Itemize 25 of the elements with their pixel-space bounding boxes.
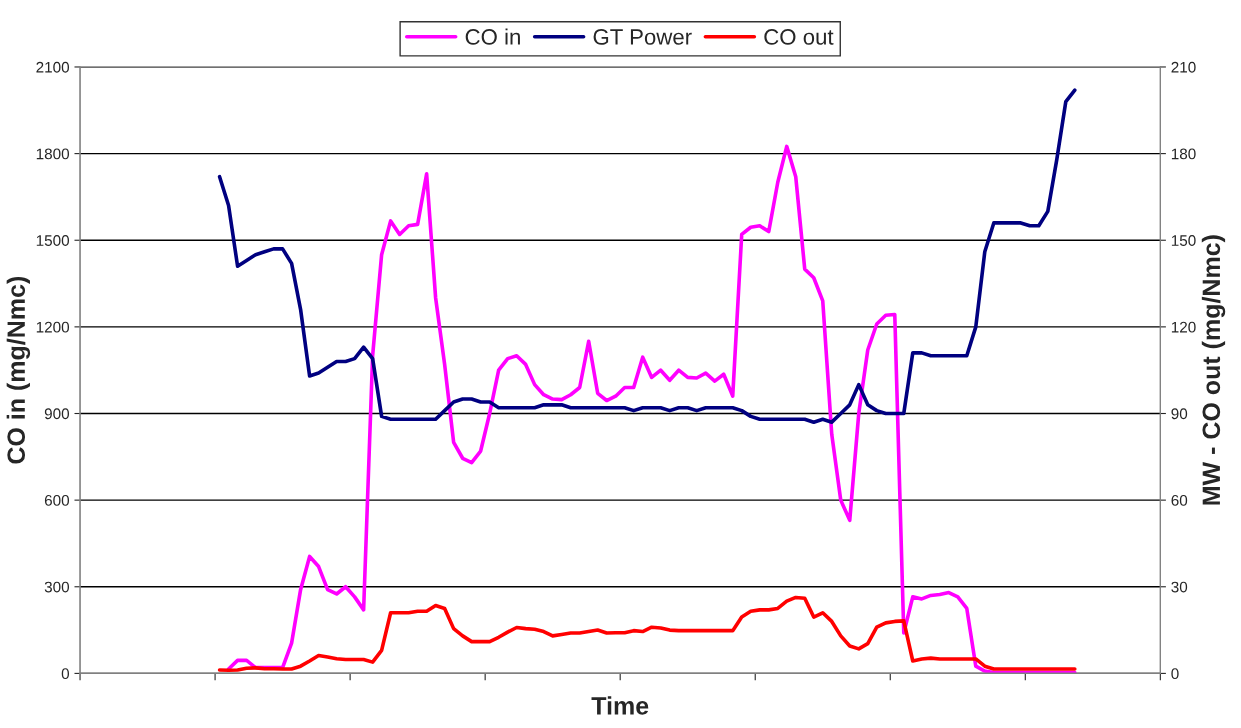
y2-tick-label: 60 <box>1171 495 1188 506</box>
y2-tick-label: 150 <box>1171 235 1196 246</box>
y-tick-label: 1500 <box>36 235 70 246</box>
y-tick-label: 600 <box>44 495 70 506</box>
legend-label: CO out <box>764 29 834 45</box>
y-tick-label: 2100 <box>36 61 70 73</box>
y-tick-label: 1200 <box>36 321 70 333</box>
y2-tick-label: 210 <box>1171 61 1196 73</box>
y2-tick-label: 120 <box>1171 321 1196 333</box>
legend-label: CO in <box>465 28 520 45</box>
line-series <box>217 88 1077 424</box>
y2-tick-label: 30 <box>1171 581 1188 593</box>
y-tick-label: 300 <box>44 581 70 593</box>
y-axis-title: CO in (mg/Nmc) <box>6 276 31 464</box>
y2-tick-label: 0 <box>1171 668 1179 680</box>
y-tick-label: 0 <box>61 668 70 680</box>
y-tick-label: 900 <box>44 408 70 420</box>
x-axis-title: Time <box>591 696 649 715</box>
line-series <box>226 144 1077 674</box>
legend-label: GT Power <box>593 29 692 45</box>
y2-tick-label: 90 <box>1171 408 1188 420</box>
line-series <box>217 595 1077 673</box>
y-tick-label: 1800 <box>36 148 70 160</box>
y2-axis-title: MW - CO out (mg/Nmc) <box>1201 235 1226 505</box>
y2-tick-label: 180 <box>1171 148 1196 160</box>
